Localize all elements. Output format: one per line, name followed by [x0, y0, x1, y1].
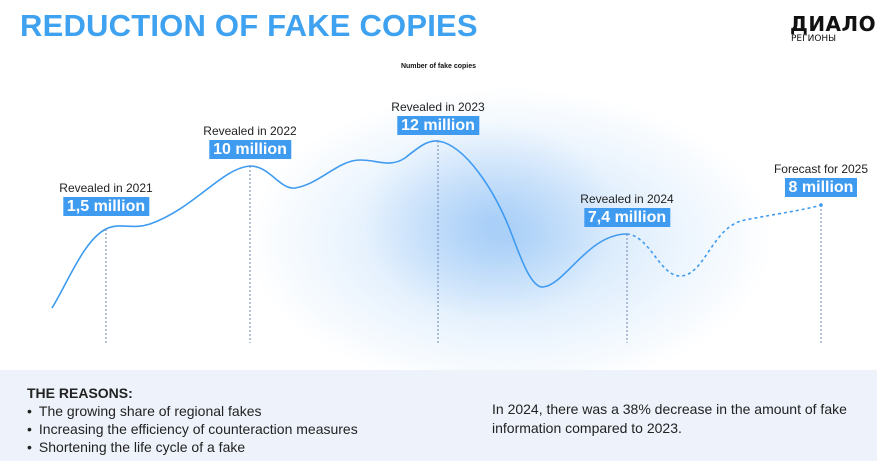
logo-wordmark: ДИАЛОГ	[790, 12, 877, 36]
logo-subtitle: РЕГИОНЫ	[791, 34, 837, 44]
chart-title: Number of fake copies	[400, 63, 477, 70]
annotation-value-2025: 8 million	[784, 178, 858, 197]
data-point-2025	[819, 203, 823, 207]
annotation-label-2022: Revealed in 2022	[203, 124, 297, 138]
reason-item: Shortening the life cycle of a fake	[27, 438, 358, 456]
logo: ДИАЛОГ РЕГИОНЫ	[790, 12, 877, 44]
annotation-value-2022: 10 million	[209, 140, 291, 159]
line-chart	[51, 140, 823, 343]
annotation-label-2023: Revealed in 2023	[391, 100, 485, 114]
reasons-panel: THE REASONS: The growing share of region…	[0, 370, 877, 461]
annotation-value-2023: 12 million	[397, 116, 479, 135]
reasons-block: THE REASONS: The growing share of region…	[27, 385, 358, 456]
annotation-value-2024: 7,4 million	[583, 208, 671, 227]
reasons-list: The growing share of regional fakes Incr…	[27, 402, 358, 456]
reason-item: The growing share of regional fakes	[27, 402, 358, 420]
annotation-2025: Forecast for 2025 8 million	[774, 162, 868, 197]
reasons-heading: THE REASONS:	[27, 385, 133, 401]
series-line-actual	[51, 140, 628, 309]
annotation-2022: Revealed in 2022 10 million	[203, 124, 297, 159]
annotation-2024: Revealed in 2024 7,4 million	[580, 192, 674, 227]
annotation-label-2021: Revealed in 2021	[59, 181, 153, 195]
page-title: REDUCTION OF FAKE COPIES	[20, 8, 478, 43]
decrease-note: In 2024, there was a 38% decrease in the…	[492, 401, 847, 436]
annotation-2021: Revealed in 2021 1,5 million	[59, 181, 153, 216]
annotation-2023: Revealed in 2023 12 million	[391, 100, 485, 135]
series-line-forecast	[626, 204, 822, 277]
annotation-label-2025: Forecast for 2025	[773, 162, 869, 176]
annotation-value-2021: 1,5 million	[62, 197, 150, 216]
reason-item: Increasing the efficiency of counteracti…	[27, 420, 358, 438]
annotation-label-2024: Revealed in 2024	[580, 192, 674, 206]
